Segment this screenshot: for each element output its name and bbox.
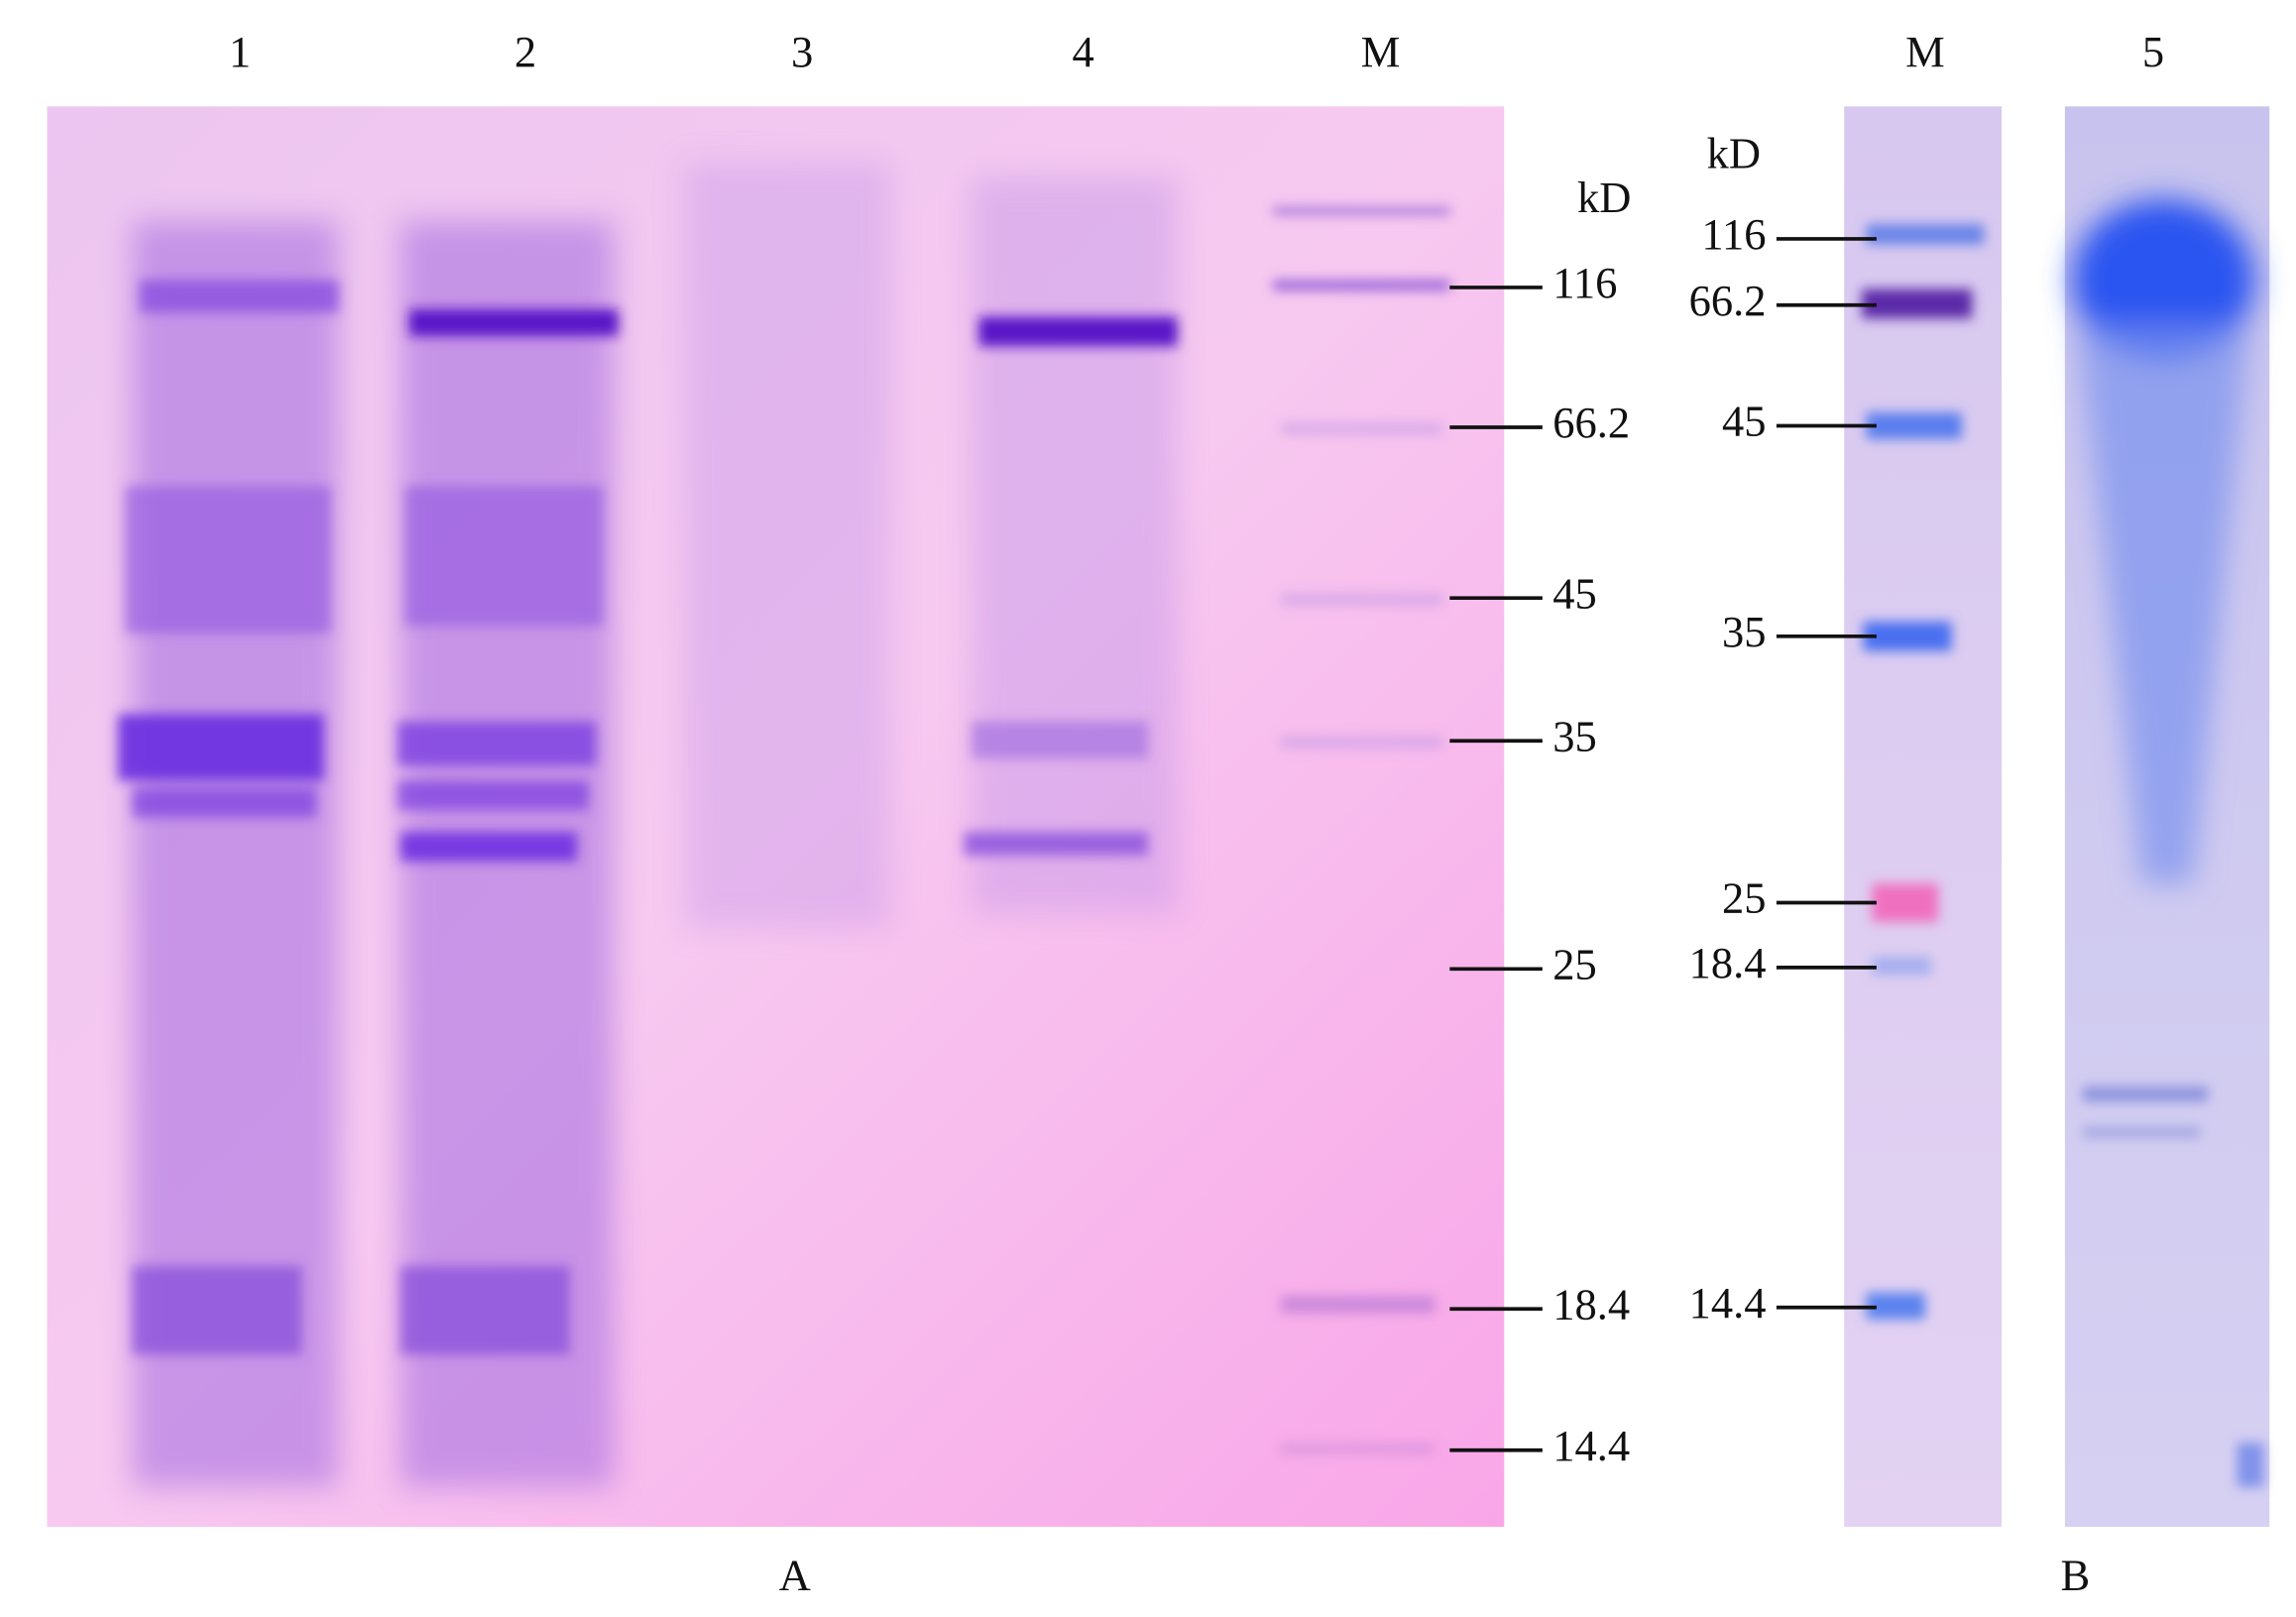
lane-label: 3 xyxy=(791,27,813,76)
panel-label: B xyxy=(2060,1551,2090,1600)
lane-label: 4 xyxy=(1073,27,1094,76)
marker-label: 66.2 xyxy=(1689,276,1767,325)
marker-label: 45 xyxy=(1552,568,1597,618)
marker-label: 18.4 xyxy=(1689,938,1767,987)
gel-b xyxy=(1844,106,2270,1527)
lane-label: 2 xyxy=(515,27,536,76)
lane-label: 1 xyxy=(229,27,251,76)
lane-label: M xyxy=(1905,27,1945,76)
marker-label: 116 xyxy=(1701,209,1766,259)
marker-label: 35 xyxy=(1552,711,1597,760)
panel-label: A xyxy=(779,1551,811,1600)
lane-label: 5 xyxy=(2142,27,2164,76)
marker-label: 14.4 xyxy=(1552,1421,1630,1470)
marker-label: 14.4 xyxy=(1689,1278,1767,1328)
marker-label: 116 xyxy=(1552,258,1617,307)
marker-label: 25 xyxy=(1552,940,1597,989)
unit-label: kD xyxy=(1707,129,1761,178)
marker-label: 35 xyxy=(1722,607,1767,656)
lane-label: M xyxy=(1361,27,1401,76)
marker-label: 18.4 xyxy=(1552,1279,1630,1328)
marker-label: 66.2 xyxy=(1552,398,1630,447)
gel-a xyxy=(47,106,1505,1527)
unit-label: kD xyxy=(1577,173,1631,222)
marker-label: 45 xyxy=(1722,397,1767,446)
marker-label: 25 xyxy=(1722,873,1767,923)
